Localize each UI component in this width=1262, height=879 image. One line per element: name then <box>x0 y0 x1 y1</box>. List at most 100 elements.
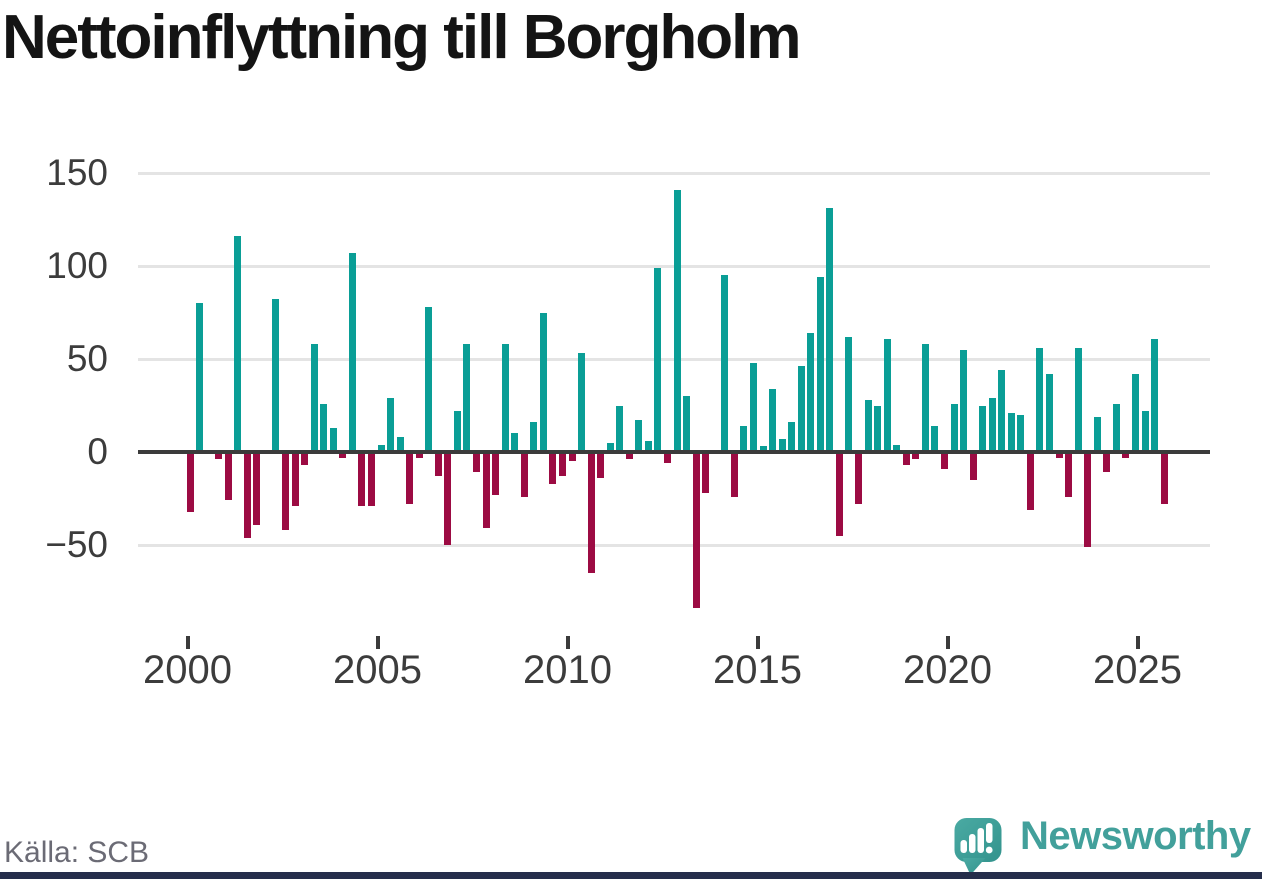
y-axis-label: 50 <box>66 338 108 379</box>
bar <box>387 398 395 452</box>
bar <box>950 403 958 452</box>
bar <box>301 452 309 466</box>
bar <box>568 452 576 462</box>
bar <box>597 452 605 479</box>
bar <box>1055 452 1063 458</box>
bar <box>921 344 929 452</box>
bar <box>1112 403 1120 452</box>
bar <box>520 452 528 497</box>
bar <box>893 444 901 452</box>
bar <box>788 422 796 452</box>
bar <box>377 444 385 452</box>
bar <box>845 336 853 452</box>
bar <box>1093 416 1101 452</box>
x-axis-label: 2010 <box>523 648 612 692</box>
bar <box>826 208 834 452</box>
newsworthy-logo-icon <box>954 818 1002 875</box>
bar <box>807 332 815 452</box>
bar <box>940 452 948 469</box>
bar <box>778 438 786 452</box>
bar <box>511 433 519 452</box>
bar <box>549 452 557 484</box>
bar <box>683 396 691 452</box>
bar <box>931 425 939 452</box>
bar <box>482 452 490 529</box>
bar <box>539 312 547 452</box>
bar <box>578 353 586 452</box>
bar <box>358 452 366 506</box>
bar <box>215 452 223 460</box>
bar <box>272 299 280 452</box>
bar <box>616 405 624 452</box>
bar <box>463 344 471 452</box>
bar <box>1036 347 1044 452</box>
bar <box>1151 338 1159 452</box>
bar <box>998 370 1006 452</box>
bar <box>329 427 337 452</box>
bar <box>835 452 843 536</box>
bar <box>855 452 862 505</box>
bar <box>673 189 681 452</box>
bar <box>367 452 375 506</box>
bar <box>902 452 910 466</box>
bar <box>253 452 261 525</box>
bar <box>969 452 977 480</box>
gridline <box>138 171 1210 175</box>
bar <box>243 452 251 538</box>
y-axis-label: 150 <box>46 152 108 193</box>
bar <box>348 252 356 452</box>
bar <box>797 366 805 452</box>
y-axis-label: −50 <box>45 524 108 565</box>
bar <box>874 405 882 452</box>
bar <box>291 452 299 506</box>
bar <box>473 452 480 473</box>
x-axis-label: 2005 <box>333 648 422 692</box>
bar <box>664 452 671 464</box>
chart-title: Nettoinflyttning till Borgholm <box>2 3 802 72</box>
bar <box>530 422 538 452</box>
bar <box>1131 373 1139 452</box>
bottom-accent-strip <box>0 872 1262 879</box>
bar <box>434 452 442 477</box>
bar <box>396 437 404 452</box>
source-note: Källa: SCB <box>4 836 150 869</box>
bar <box>444 452 452 545</box>
bar <box>816 277 824 452</box>
bar <box>721 275 729 452</box>
x-axis-label: 2015 <box>713 648 802 692</box>
bar <box>1160 452 1168 505</box>
bar <box>740 425 748 452</box>
bar <box>1141 411 1149 452</box>
x-axis-tick <box>755 636 760 649</box>
bar <box>702 452 710 493</box>
bar <box>1122 452 1130 458</box>
bar <box>692 452 700 609</box>
bar <box>587 452 595 573</box>
bar <box>635 420 643 452</box>
bar <box>492 452 500 495</box>
x-axis-tick <box>375 636 380 649</box>
bar <box>1046 373 1053 452</box>
bar <box>769 388 777 452</box>
newsworthy-logo: Newsworthy <box>953 814 1259 876</box>
newsworthy-logo-wordmark: Newsworthy <box>1020 814 1251 858</box>
x-axis-tick <box>565 636 570 649</box>
bar <box>644 440 652 452</box>
x-axis-label: 2020 <box>903 648 992 692</box>
bar <box>988 398 996 452</box>
bar <box>196 303 204 452</box>
bar <box>453 411 461 452</box>
bar <box>406 452 414 505</box>
bar <box>1026 452 1034 510</box>
bar <box>186 452 194 512</box>
bar <box>864 399 872 452</box>
bar <box>912 452 920 460</box>
y-axis-label: 0 <box>87 431 108 472</box>
bar <box>1017 414 1025 452</box>
bar <box>1103 452 1111 473</box>
bar <box>558 452 566 477</box>
bar <box>979 405 987 452</box>
x-axis-tick <box>185 636 190 649</box>
bar <box>960 349 968 452</box>
